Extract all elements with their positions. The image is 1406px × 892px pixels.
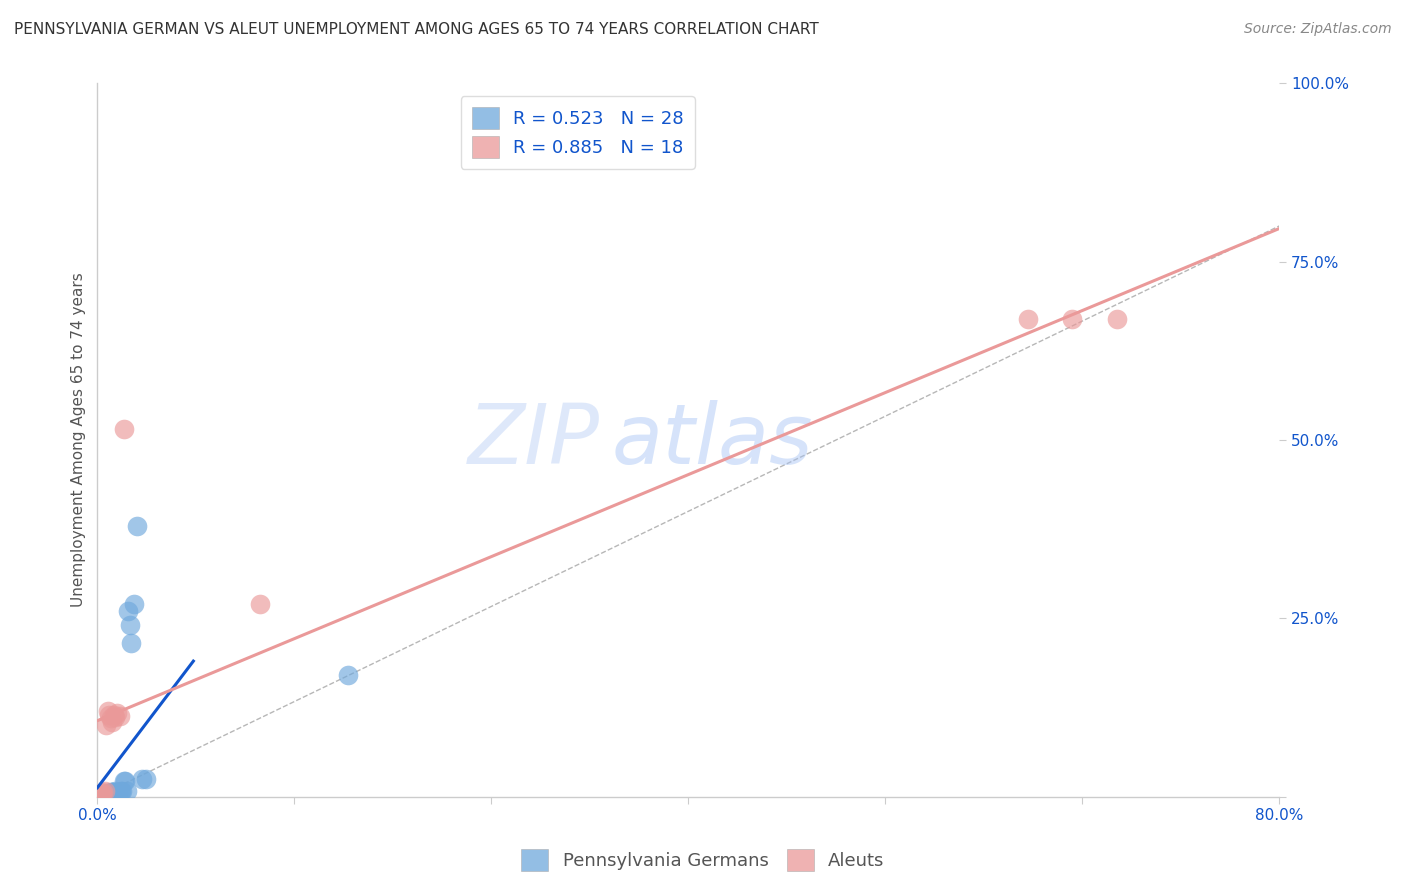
Point [93,787,115,801]
Text: ZIP: ZIP [468,400,599,481]
Point [103,785,125,799]
Point [101,785,124,799]
Point [89,788,111,802]
Text: atlas: atlas [612,400,813,481]
Point [1105,311,1128,326]
Point [98,786,121,800]
Point [111,784,134,798]
Point [103,707,125,722]
Point [101,714,124,729]
Point [120,636,142,650]
Point [97,704,120,718]
Point [108,709,131,723]
Point [127,518,149,533]
Legend: R = 0.523   N = 28, R = 0.885   N = 18: R = 0.523 N = 28, R = 0.885 N = 18 [461,96,695,169]
Point [249,597,271,611]
Point [522,105,544,120]
Point [89,787,111,801]
Point [98,707,121,722]
Point [124,597,146,611]
Point [104,710,127,724]
Point [105,785,128,799]
Point [107,786,129,800]
Point [108,785,131,799]
Point [131,772,153,786]
Text: PENNSYLVANIA GERMAN VS ALEUT UNEMPLOYMENT AMONG AGES 65 TO 74 YEARS CORRELATION : PENNSYLVANIA GERMAN VS ALEUT UNEMPLOYMEN… [14,22,818,37]
Legend: Pennsylvania Germans, Aleuts: Pennsylvania Germans, Aleuts [515,842,891,879]
Point [110,784,132,798]
Point [115,784,138,798]
Point [96,718,118,732]
Point [1017,311,1039,326]
Point [100,785,122,799]
Point [97,786,120,800]
Point [117,604,139,618]
Point [90,788,112,802]
Text: Source: ZipAtlas.com: Source: ZipAtlas.com [1244,22,1392,37]
Point [337,668,360,682]
Point [112,774,135,789]
Point [112,422,135,436]
Point [135,772,157,786]
Point [91,785,114,799]
Point [1062,311,1084,326]
Point [93,784,115,798]
Point [118,618,141,632]
Point [91,787,114,801]
Y-axis label: Unemployment Among Ages 65 to 74 years: Unemployment Among Ages 65 to 74 years [72,273,86,607]
Point [114,774,136,789]
Point [105,706,128,721]
Point [100,711,122,725]
Point [90,786,112,800]
Point [104,784,127,798]
Point [96,787,118,801]
